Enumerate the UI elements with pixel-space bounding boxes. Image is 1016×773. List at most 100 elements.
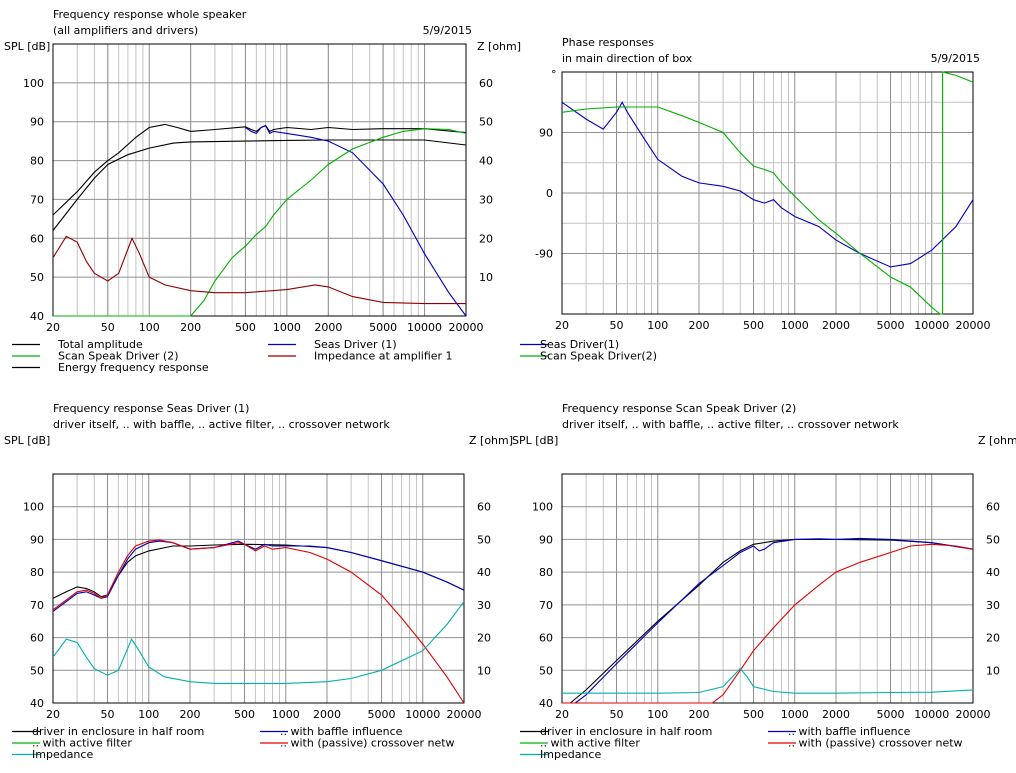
legend-label: .. with (passive) crossover netw (280, 737, 455, 750)
chart-2: Phase responses in main direction of box 5… (520, 36, 991, 363)
legend: Seas Driver(1)Scan Speak Driver(2) (520, 338, 657, 363)
y2-tick-label: 10 (477, 664, 491, 677)
chart-subtitle: driver itself, .. with baffle, .. active… (53, 418, 390, 431)
legend-label: Scan Speak Driver(2) (540, 350, 657, 363)
x-tick-label: 200 (180, 708, 201, 721)
series-impedance (52, 601, 465, 684)
legend-label: Seas Driver(1) (540, 338, 619, 351)
y-tick-label: 40 (30, 310, 44, 323)
legend-label: Seas Driver (1) (314, 338, 397, 351)
chart-4: Frequency response Scan Speak Driver (2)… (512, 402, 1016, 761)
y2-tick-label: 60 (986, 501, 1000, 514)
y-tick-label: 70 (30, 193, 44, 206)
legend-label: .. with active filter (32, 737, 132, 750)
series-seas-driver-1 (245, 124, 467, 317)
x-tick-label: 500 (743, 319, 764, 332)
x-tick-label: 100 (647, 319, 668, 332)
y-tick-label: 70 (30, 599, 44, 612)
y-tick-label: 60 (30, 232, 44, 245)
gridlines (562, 72, 973, 314)
y-axis-label: ° (551, 68, 557, 81)
x-tick-label: 1000 (272, 708, 300, 721)
legend-label: Energy frequency response (58, 361, 209, 374)
series-total-amplitude (52, 123, 467, 216)
x-tick-label: 10000 (405, 708, 440, 721)
y2-tick-label: 40 (477, 566, 491, 579)
x-tick-label: 20000 (956, 708, 991, 721)
y-tick-label: 70 (539, 599, 553, 612)
y-tick-label: 0 (546, 187, 553, 200)
y-tick-label: -90 (535, 248, 553, 261)
y2-tick-label: 40 (479, 155, 493, 168)
x-tick-label: 200 (689, 708, 710, 721)
legend-label: Impedance (540, 748, 601, 761)
x-tick-label: 10000 (914, 708, 949, 721)
x-tick-label: 1000 (781, 708, 809, 721)
series-energy-frequency-response (52, 139, 467, 231)
legend-label: Total amplitude (57, 338, 143, 351)
y2-tick-label: 20 (479, 232, 493, 245)
series-scan-speak-driver-2 (53, 128, 467, 317)
legend-label: Scan Speak Driver (2) (58, 350, 179, 363)
x-tick-label: 500 (235, 321, 256, 334)
y-tick-label: 90 (539, 533, 553, 546)
series-driver-in-enclosure-in-half-room (569, 538, 974, 704)
chart-subtitle: (all amplifiers and drivers) (53, 24, 198, 37)
x-tick-label: 200 (180, 321, 201, 334)
legend-label: .. with (passive) crossover netw (788, 737, 963, 750)
y-axis-label: SPL [dB] (512, 434, 558, 447)
x-tick-label: 20000 (449, 321, 484, 334)
series-impedance-at-amplifier-1 (52, 235, 466, 305)
chart-subtitle: driver itself, .. with baffle, .. active… (562, 418, 899, 431)
x-tick-label: 20 (555, 708, 569, 721)
chart-title: Frequency response Seas Driver (1) (53, 402, 249, 415)
series-scan-speak-driver-2 (561, 71, 974, 315)
x-tick-label: 5000 (369, 321, 397, 334)
legend-label: .. with baffle influence (280, 725, 403, 738)
y-tick-label: 90 (539, 127, 553, 140)
chart-date: 5/9/2015 (931, 52, 980, 65)
y2-tick-label: 30 (477, 599, 491, 612)
x-tick-label: 5000 (368, 708, 396, 721)
chart-subtitle: in main direction of box (562, 52, 693, 65)
plot-area (53, 44, 466, 316)
series-impedance (562, 667, 974, 694)
x-tick-label: 5000 (877, 708, 905, 721)
x-tick-label: 20000 (447, 708, 482, 721)
chart-3: Frequency response Seas Driver (1) driver… (4, 402, 513, 761)
y-tick-label: 100 (23, 501, 44, 514)
y2-tick-label: 20 (477, 632, 491, 645)
legend-label: .. with active filter (540, 737, 640, 750)
legend: driver in enclosure in half room.. with … (12, 725, 455, 761)
legend-label: driver in enclosure in half room (540, 725, 712, 738)
y2-tick-label: 30 (986, 599, 1000, 612)
x-tick-label: 20000 (956, 319, 991, 332)
legend-label: driver in enclosure in half room (32, 725, 204, 738)
legend: driver in enclosure in half room.. with … (520, 725, 963, 761)
y-axis-label: SPL [dB] (4, 40, 50, 53)
x-tick-label: 50 (610, 708, 624, 721)
y-tick-label: 90 (30, 116, 44, 129)
plot-border (52, 43, 467, 317)
y-tick-label: 80 (539, 566, 553, 579)
y-tick-label: 50 (30, 664, 44, 677)
y2-axis-label: Z [ohm] (469, 434, 513, 447)
x-tick-label: 20 (555, 319, 569, 332)
x-tick-label: 1000 (781, 319, 809, 332)
legend-label: Impedance at amplifier 1 (314, 350, 453, 363)
x-tick-label: 10000 (407, 321, 442, 334)
chart-title: Frequency response whole speaker (53, 8, 247, 21)
series-group (52, 539, 465, 704)
y-tick-label: 100 (532, 501, 553, 514)
y2-axis-label: Z [ohm] (978, 434, 1016, 447)
series-with-passive-crossover-netw (52, 539, 465, 704)
x-tick-label: 500 (743, 708, 764, 721)
chart-1: Frequency response whole speaker (all amp… (4, 8, 521, 374)
x-tick-label: 2000 (822, 319, 850, 332)
x-tick-label: 20 (46, 708, 60, 721)
chart-date: 5/9/2015 (423, 24, 472, 37)
chart-title: Phase responses (562, 36, 654, 49)
series-seas-driver-1 (561, 101, 974, 268)
x-tick-label: 50 (101, 321, 115, 334)
plot-border (561, 71, 974, 315)
